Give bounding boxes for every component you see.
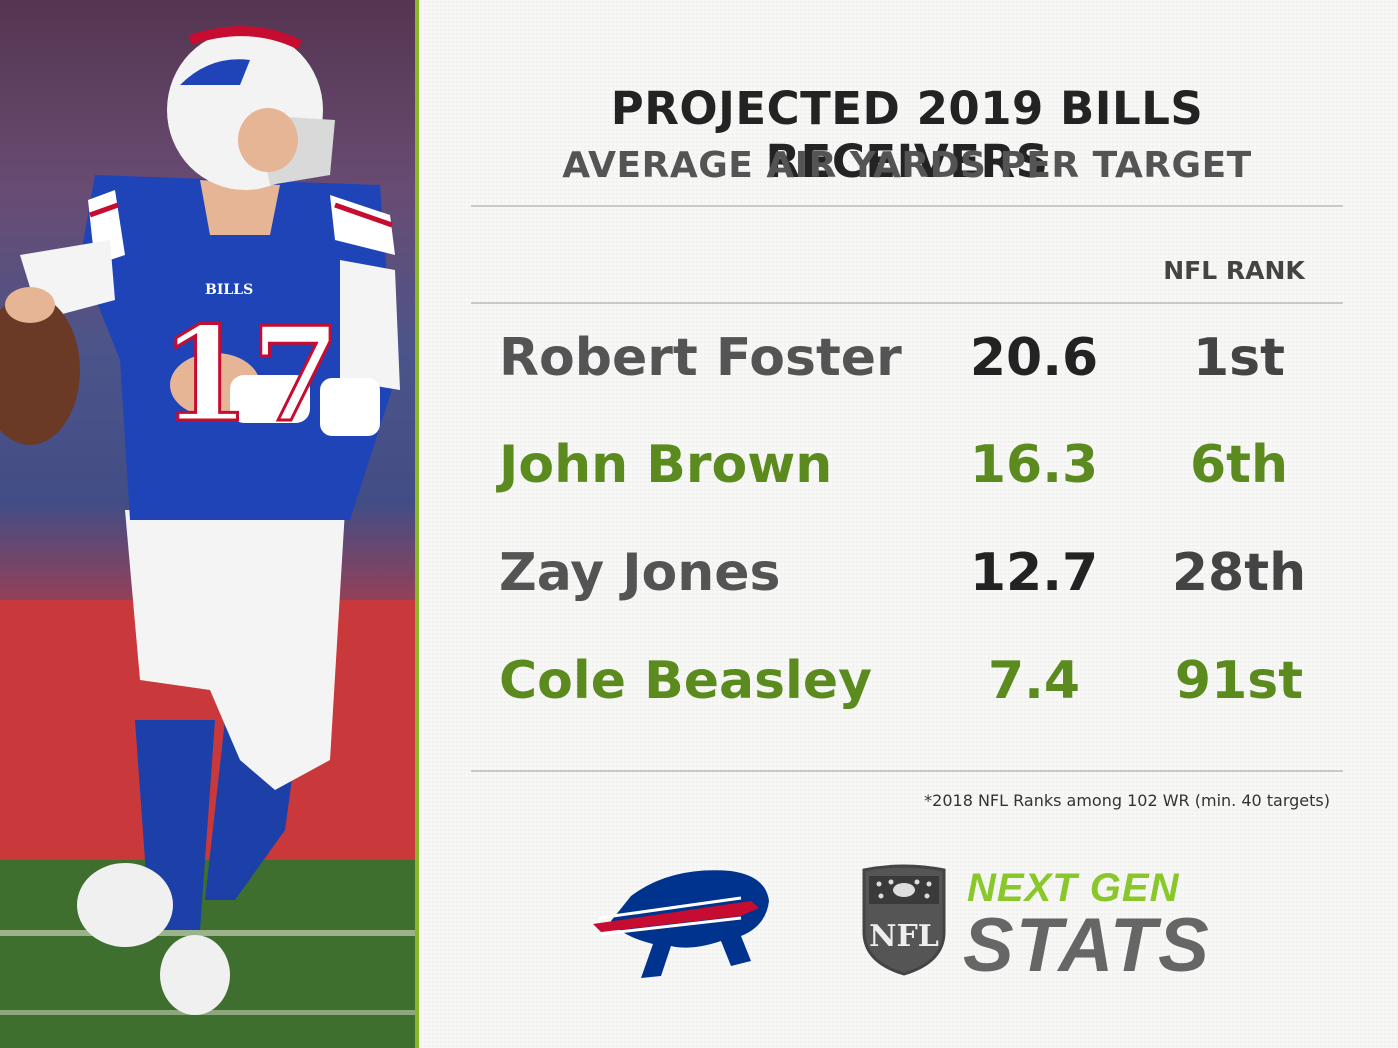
table-row: Zay Jones 12.7 28th — [419, 543, 1398, 623]
stats-panel: PROJECTED 2019 BILLS RECEIVERS AVERAGE A… — [419, 0, 1398, 1048]
page-subtitle: AVERAGE AIR YARDS PER TARGET — [562, 145, 1252, 186]
nfl-rank: 91st — [1174, 651, 1304, 711]
player-name: Robert Foster — [499, 328, 902, 388]
panel-divider — [415, 0, 419, 1048]
quarterback-illustration: 17 BILLS — [0, 0, 415, 1048]
brand-top: NEXT GEN — [967, 866, 1180, 910]
rank-column-header: NFL RANK — [1163, 256, 1305, 285]
footnote: *2018 NFL Ranks among 102 WR (min. 40 ta… — [924, 791, 1330, 810]
air-yards-value: 16.3 — [969, 435, 1099, 495]
player-name: Zay Jones — [499, 543, 781, 603]
table-row: John Brown 16.3 6th — [419, 435, 1398, 515]
page-title: PROJECTED 2019 BILLS RECEIVERS — [610, 82, 1204, 188]
jersey-team: BILLS — [205, 282, 253, 298]
divider-header — [471, 302, 1343, 304]
player-photo: 17 BILLS — [0, 0, 415, 1048]
player-name: John Brown — [499, 435, 833, 495]
table-row: Robert Foster 20.6 1st — [419, 328, 1398, 408]
player-name: Cole Beasley — [499, 651, 873, 711]
nfl-rank: 28th — [1171, 543, 1307, 603]
next-gen-stats-logo: NEXT GEN STATS — [963, 866, 1211, 984]
jersey-number: 17 — [160, 298, 341, 451]
divider-top — [471, 205, 1343, 207]
divider-bottom — [471, 770, 1343, 772]
bills-logo-icon — [593, 870, 769, 978]
air-yards-value: 20.6 — [969, 328, 1099, 388]
brand-bottom: STATS — [963, 903, 1211, 988]
nfl-text: NFL — [869, 919, 939, 954]
table-row: Cole Beasley 7.4 91st — [419, 651, 1398, 731]
nfl-rank: 1st — [1193, 328, 1285, 388]
nfl-shield-icon: NFL — [862, 864, 946, 976]
nfl-rank: 6th — [1189, 435, 1289, 495]
air-yards-value: 12.7 — [969, 543, 1099, 603]
air-yards-value: 7.4 — [987, 651, 1081, 711]
